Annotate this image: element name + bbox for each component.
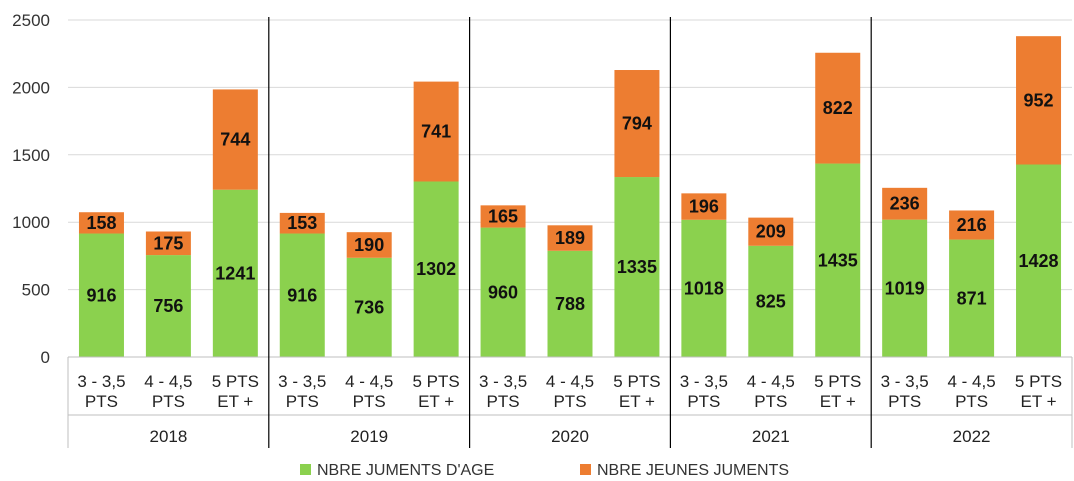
x-tick-label: 4 - 4,5 PTS xyxy=(345,372,393,411)
data-label: 794 xyxy=(622,114,652,134)
data-labels: 916 158 756 175 1241 744 916 153 736 190 1302 741 96… xyxy=(86,90,1058,317)
data-label: 1428 xyxy=(1019,251,1059,271)
data-label: 744 xyxy=(220,130,250,150)
data-label: 175 xyxy=(153,233,183,253)
data-label: 1019 xyxy=(885,278,925,298)
bar-segment-juments-age xyxy=(212,189,258,357)
group-label: 2020 xyxy=(551,427,589,446)
bar-segment-jeunes-juments xyxy=(815,52,861,164)
x-axis: 2018 2019 2020 2021 2022 3 - 3,5 PTS 4 - 4,5 PTS… xyxy=(67,17,1073,448)
data-label: 825 xyxy=(756,291,786,311)
group-label: 2018 xyxy=(149,427,187,446)
bar-segment-jeunes-juments xyxy=(212,89,258,190)
bar-segment-jeunes-juments xyxy=(346,232,392,258)
data-label: 236 xyxy=(890,194,920,214)
y-tick-label: 0 xyxy=(41,348,50,367)
data-label: 189 xyxy=(555,228,585,248)
data-label: 153 xyxy=(287,213,317,233)
bar-segment-jeunes-juments xyxy=(279,212,325,234)
legend-swatch xyxy=(580,464,591,475)
bar-segment-juments-age xyxy=(413,181,459,357)
data-label: 1335 xyxy=(617,257,657,277)
data-label: 1018 xyxy=(684,278,724,298)
bar-segment-jeunes-juments xyxy=(480,205,526,228)
y-tick-label: 2000 xyxy=(12,78,50,97)
bar-segment-jeunes-juments xyxy=(614,70,660,178)
x-tick-label: 3 - 3,5 PTS xyxy=(680,372,728,411)
bar-segment-jeunes-juments xyxy=(882,187,928,220)
data-label: 1241 xyxy=(215,263,255,283)
x-tick-label: 3 - 3,5 PTS xyxy=(77,372,125,411)
bar-segment-juments-age xyxy=(1016,164,1062,357)
data-label: 1435 xyxy=(818,250,858,270)
bar-segment-juments-age xyxy=(815,163,861,357)
data-label: 756 xyxy=(153,296,183,316)
bar-segment-jeunes-juments xyxy=(1016,36,1062,165)
bar-segment-juments-age xyxy=(614,177,660,357)
bar-segment-jeunes-juments xyxy=(413,81,459,182)
data-label: 190 xyxy=(354,235,384,255)
data-label: 822 xyxy=(823,98,853,118)
y-tick-label: 1000 xyxy=(12,213,50,232)
bar-segment-juments-age xyxy=(279,233,325,357)
bar-segment-juments-age xyxy=(145,255,191,357)
bars xyxy=(78,36,1062,357)
x-tick-label: 4 - 4,5 PTS xyxy=(947,372,995,411)
data-label: 952 xyxy=(1024,90,1054,110)
data-label: 209 xyxy=(756,222,786,242)
data-label: 216 xyxy=(957,215,987,235)
x-tick-label: 3 - 3,5 PTS xyxy=(479,372,527,411)
x-tick-label: 3 - 3,5 PTS xyxy=(278,372,326,411)
bar-segment-juments-age xyxy=(480,227,526,357)
bar-segment-juments-age xyxy=(547,250,593,357)
legend: NBRE JUMENTS D'AGE NBRE JEUNES JUMENTS xyxy=(300,462,789,479)
group-label: 2019 xyxy=(350,427,388,446)
bar-segment-jeunes-juments xyxy=(78,212,124,234)
y-axis: 0 500 1000 1500 2000 2500 xyxy=(12,11,50,367)
legend-swatch xyxy=(300,464,311,475)
x-tick-label: 5 PTS ET + xyxy=(413,372,460,411)
data-label: 736 xyxy=(354,297,384,317)
bar-segment-jeunes-juments xyxy=(547,225,593,251)
bar-segment-jeunes-juments xyxy=(949,210,995,240)
data-label: 916 xyxy=(287,285,317,305)
data-label: 165 xyxy=(488,206,518,226)
bar-segment-jeunes-juments xyxy=(681,193,727,220)
x-tick-label: 5 PTS ET + xyxy=(1015,372,1062,411)
data-label: 871 xyxy=(957,288,987,308)
data-label: 960 xyxy=(488,282,518,302)
legend-label: NBRE JUMENTS D'AGE xyxy=(317,462,494,479)
x-tick-label: 3 - 3,5 PTS xyxy=(881,372,929,411)
data-label: 196 xyxy=(689,197,719,217)
legend-label: NBRE JEUNES JUMENTS xyxy=(597,462,789,479)
bar-segment-jeunes-juments xyxy=(145,231,191,256)
bar-segment-jeunes-juments xyxy=(748,217,794,246)
y-tick-label: 1500 xyxy=(12,146,50,165)
x-tick-label: 5 PTS ET + xyxy=(814,372,861,411)
data-label: 788 xyxy=(555,294,585,314)
data-label: 916 xyxy=(86,285,116,305)
bar-segment-juments-age xyxy=(748,245,794,357)
data-label: 741 xyxy=(421,122,451,142)
x-tick-label: 4 - 4,5 PTS xyxy=(144,372,192,411)
bar-segment-juments-age xyxy=(882,219,928,357)
x-tick-label: 4 - 4,5 PTS xyxy=(747,372,795,411)
y-tick-label: 500 xyxy=(22,281,50,300)
bar-segment-juments-age xyxy=(681,219,727,357)
data-label: 158 xyxy=(86,213,116,233)
x-tick-label: 4 - 4,5 PTS xyxy=(546,372,594,411)
x-tick-label: 5 PTS ET + xyxy=(212,372,259,411)
y-tick-label: 2500 xyxy=(12,11,50,30)
bar-segment-juments-age xyxy=(949,239,995,357)
bar-segment-juments-age xyxy=(78,233,124,357)
group-label: 2021 xyxy=(752,427,790,446)
data-label: 1302 xyxy=(416,259,456,279)
x-tick-label: 5 PTS ET + xyxy=(613,372,660,411)
bar-segment-juments-age xyxy=(346,257,392,357)
group-label: 2022 xyxy=(953,427,991,446)
